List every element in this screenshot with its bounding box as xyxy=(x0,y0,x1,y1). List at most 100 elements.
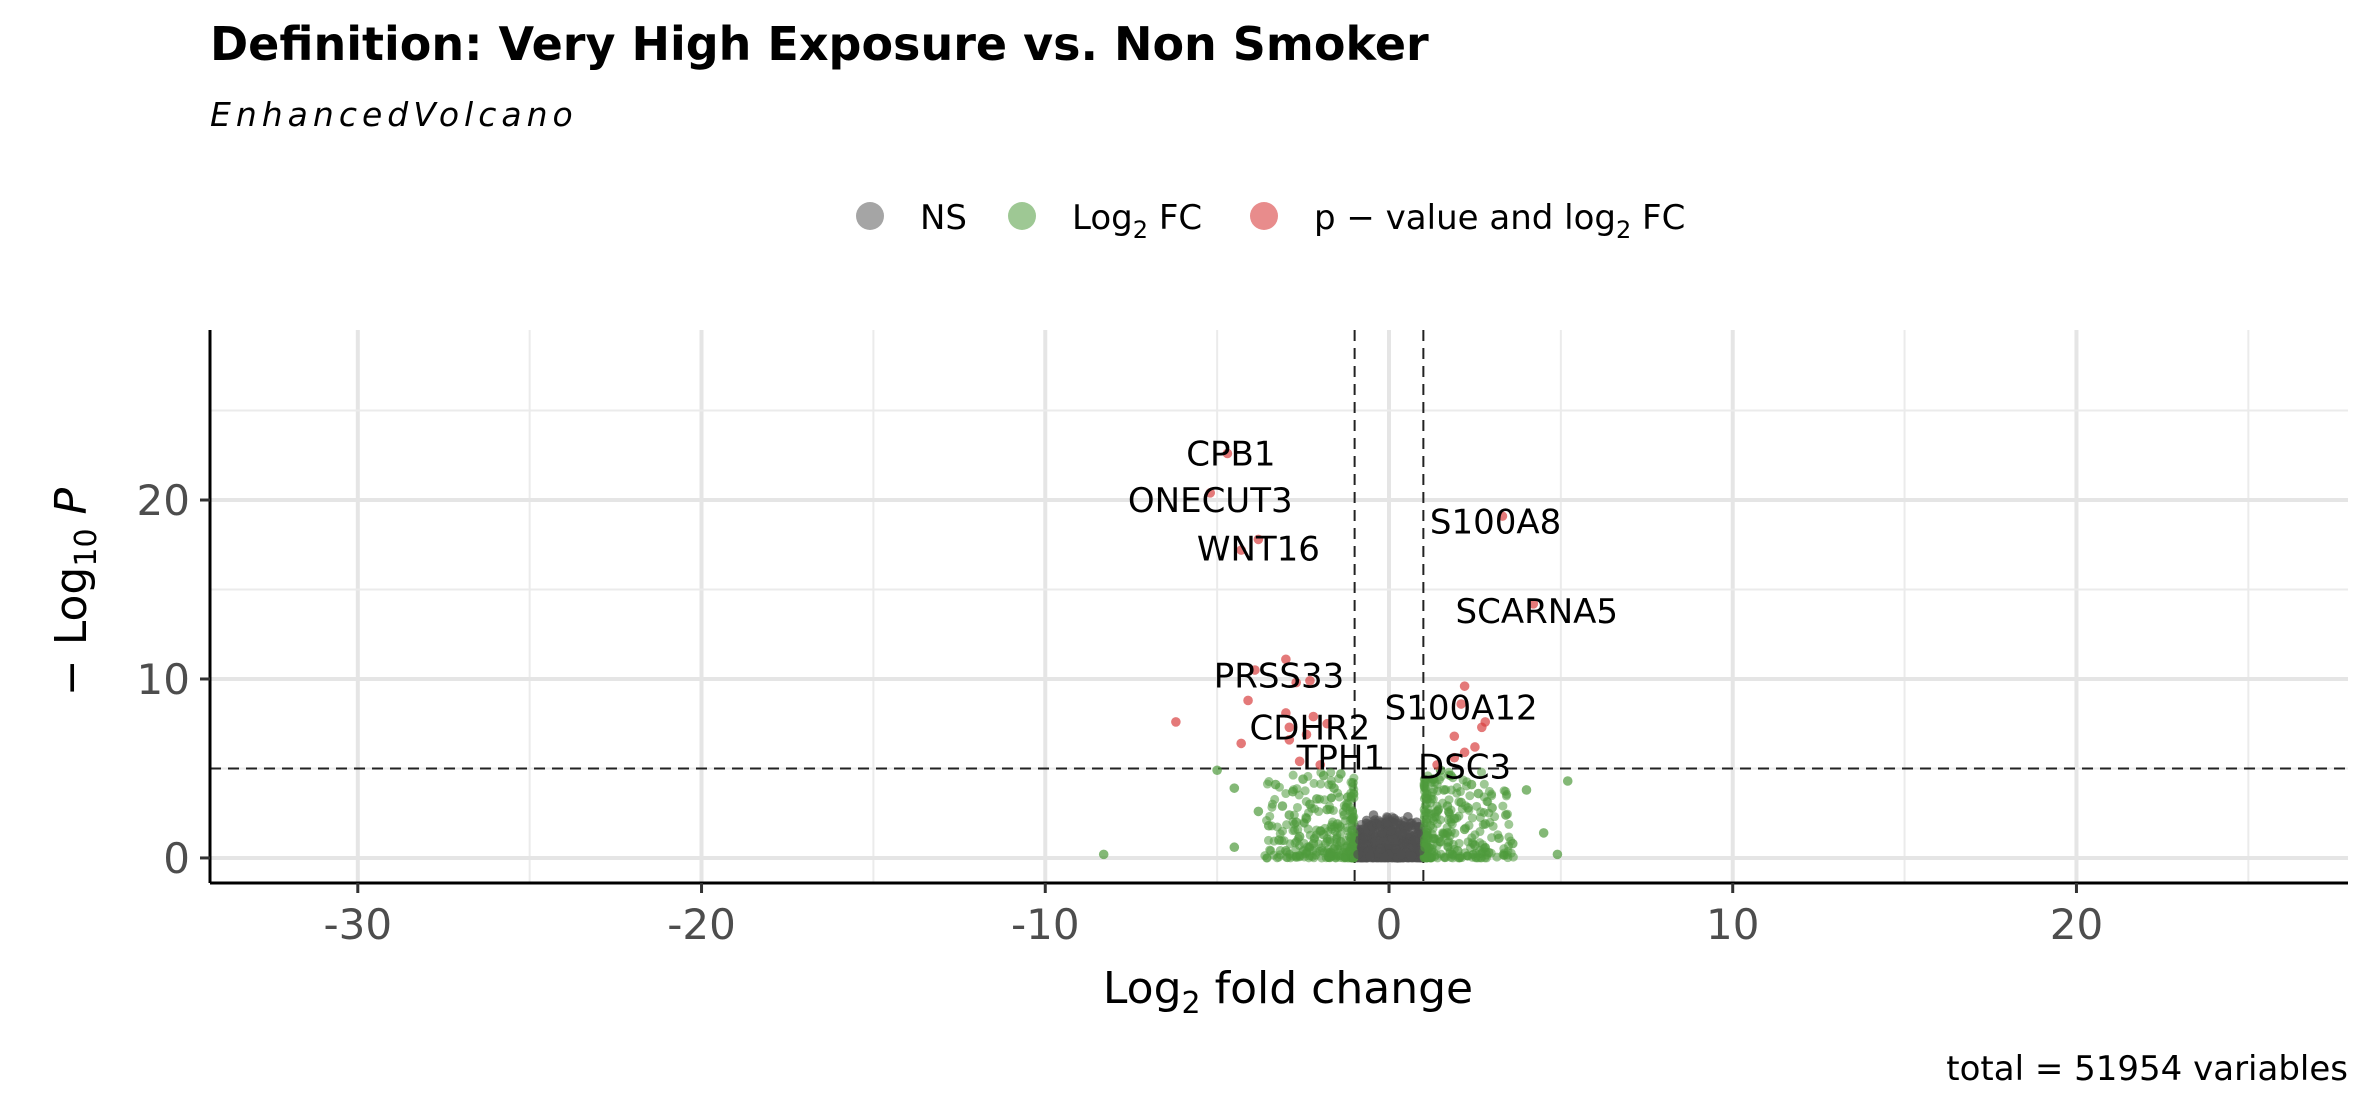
significant-point xyxy=(1456,699,1466,709)
ns-point xyxy=(1361,815,1372,826)
gene-label-cdhr2: CDHR2 xyxy=(1250,708,1371,748)
log2fc-point xyxy=(1507,838,1518,849)
significant-point xyxy=(1236,545,1246,555)
significant-point xyxy=(1222,448,1233,459)
significant-point xyxy=(1243,695,1253,706)
significant-point xyxy=(1294,756,1305,767)
log2fc-point xyxy=(1428,787,1438,797)
log2fc-point xyxy=(1487,803,1497,813)
log2fc-point xyxy=(1562,776,1573,786)
gene-label-tph1: TPH1 xyxy=(1296,739,1385,779)
log2fc-point xyxy=(1262,853,1272,863)
log2fc-point xyxy=(1484,786,1494,796)
log2fc-point xyxy=(1326,768,1336,778)
ns-point xyxy=(1372,819,1382,829)
log2fc-point xyxy=(1336,769,1346,779)
ns-point xyxy=(1387,833,1398,844)
gene-label-prss33: PRSS33 xyxy=(1214,656,1345,696)
log2fc-point xyxy=(1435,815,1445,825)
log2fc-point xyxy=(1291,817,1301,827)
log2fc-point xyxy=(1229,783,1240,793)
significant-point xyxy=(1284,722,1295,733)
ns-point xyxy=(1413,828,1424,838)
log2fc-point xyxy=(1334,792,1344,802)
log2fc-point xyxy=(1552,849,1563,860)
log2fc-point xyxy=(1502,789,1512,799)
log2fc-point xyxy=(1443,838,1453,848)
y-axis-title: − Log10 P xyxy=(46,487,104,696)
log2fc-point xyxy=(1322,804,1332,815)
significant-point xyxy=(1236,738,1246,749)
significant-point xyxy=(1308,711,1319,722)
chart-title: Definition: Very High Exposure vs. Non S… xyxy=(210,17,1429,71)
log2fc-point xyxy=(1270,779,1281,790)
gene-label-s100a12: S100A12 xyxy=(1385,689,1538,729)
significant-point xyxy=(1459,747,1470,758)
log2fc-point xyxy=(1262,779,1272,789)
log2fc-point xyxy=(1329,783,1339,793)
log2fc-point xyxy=(1498,801,1508,811)
log2fc-point xyxy=(1281,845,1291,856)
log2fc-point xyxy=(1332,819,1343,829)
significant-point xyxy=(1497,511,1508,521)
significant-point xyxy=(1253,534,1264,545)
log2fc-point xyxy=(1432,853,1442,863)
log2fc-point xyxy=(1301,813,1312,824)
log2fc-point xyxy=(1504,819,1514,829)
log2fc-point xyxy=(1345,802,1355,812)
ns-point xyxy=(1406,851,1417,861)
log2fc-point xyxy=(1290,838,1300,848)
ns-point xyxy=(1365,851,1375,861)
significant-point xyxy=(1470,742,1480,752)
gene-labels: CPB1 ONECUT3 WNT16 S100A8 SCARNA5 PRSS33 S100A… xyxy=(1128,434,1618,787)
tick-labels: -30 -20 -10 0 10 20 0 10 20 xyxy=(137,476,2104,949)
log2fc-point xyxy=(1473,788,1484,799)
gene-label-onecut3: ONECUT3 xyxy=(1128,481,1293,521)
log2fc-point xyxy=(1346,833,1356,844)
x-tick-label: 0 xyxy=(1376,900,1403,949)
significant-point xyxy=(1477,722,1487,733)
log2fc-point xyxy=(1470,840,1480,851)
gene-label-dsc3: DSC3 xyxy=(1418,748,1511,788)
significant-point xyxy=(1205,488,1216,498)
ns-point xyxy=(1396,849,1406,860)
log2fc-point xyxy=(1284,810,1295,820)
log2fc-point xyxy=(1462,851,1472,861)
log2fc-point xyxy=(1270,794,1280,804)
significant-point xyxy=(1284,735,1295,745)
x-tick-label: -20 xyxy=(667,900,736,949)
log2fc-point xyxy=(1098,849,1109,860)
log2fc-point xyxy=(1336,837,1346,847)
log2fc-point xyxy=(1480,819,1491,829)
ns-point xyxy=(1399,822,1410,833)
log2fc-point xyxy=(1212,765,1222,776)
significant-point xyxy=(1301,729,1312,740)
log2fc-point xyxy=(1318,770,1329,781)
log2fc-point xyxy=(1466,779,1477,790)
significant-point xyxy=(1528,599,1539,609)
log2fc-point xyxy=(1329,844,1339,854)
x-tick-label: -30 xyxy=(323,900,392,949)
significant-point xyxy=(1322,718,1332,729)
chart-subtitle: EnhancedVolcano xyxy=(210,95,578,134)
gene-label-scarna5: SCARNA5 xyxy=(1456,592,1619,632)
log2fc-point xyxy=(1309,778,1319,788)
log2fc-point xyxy=(1465,791,1475,801)
significant-point xyxy=(1449,752,1460,763)
y-tick-label: 10 xyxy=(137,655,190,704)
log2fc-point xyxy=(1253,806,1264,817)
gene-label-s100a8: S100A8 xyxy=(1430,502,1561,542)
log2fc-point xyxy=(1432,806,1442,817)
log2fc-point xyxy=(1266,846,1276,856)
log2fc-point xyxy=(1538,828,1549,838)
log2fc-point xyxy=(1288,770,1298,780)
log2fc-point xyxy=(1442,801,1453,811)
log2fc-point xyxy=(1483,847,1494,858)
significant-point xyxy=(1315,760,1326,770)
legend-key-log2fc xyxy=(1008,202,1036,230)
log2fc-point xyxy=(1229,842,1240,853)
ns-point xyxy=(1359,824,1369,834)
log2fc-point xyxy=(1420,777,1430,787)
y-tick-label: 20 xyxy=(137,476,190,525)
legend-key-pvalue-log2fc xyxy=(1250,202,1278,230)
